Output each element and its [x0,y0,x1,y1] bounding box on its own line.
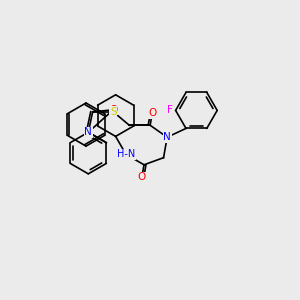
Text: O: O [138,172,146,182]
Text: N: N [163,132,171,142]
Text: N: N [84,127,92,137]
Text: H-N: H-N [117,149,135,159]
Text: S: S [110,107,117,117]
Text: F: F [167,105,172,116]
Text: O: O [148,108,156,118]
Text: O: O [109,105,117,115]
